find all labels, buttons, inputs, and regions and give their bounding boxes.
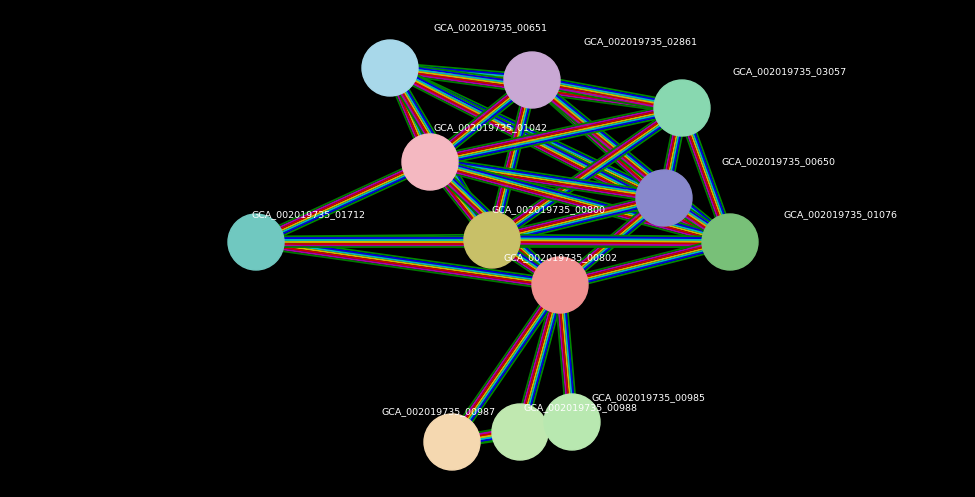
Circle shape [424, 414, 480, 470]
Text: GCA_002019735_00987: GCA_002019735_00987 [381, 408, 495, 416]
Circle shape [544, 394, 600, 450]
Text: GCA_002019735_00650: GCA_002019735_00650 [721, 158, 835, 166]
Circle shape [702, 214, 758, 270]
Circle shape [532, 257, 588, 313]
Circle shape [464, 212, 520, 268]
Circle shape [504, 52, 560, 108]
Text: GCA_002019735_00800: GCA_002019735_00800 [491, 205, 605, 215]
Text: GCA_002019735_00651: GCA_002019735_00651 [433, 23, 547, 32]
Circle shape [402, 134, 458, 190]
Text: GCA_002019735_00988: GCA_002019735_00988 [523, 404, 637, 413]
Text: GCA_002019735_03057: GCA_002019735_03057 [733, 68, 847, 77]
Text: GCA_002019735_01076: GCA_002019735_01076 [783, 211, 897, 220]
Circle shape [228, 214, 284, 270]
Text: GCA_002019735_00985: GCA_002019735_00985 [591, 394, 705, 403]
Text: GCA_002019735_00802: GCA_002019735_00802 [503, 253, 617, 262]
Text: GCA_002019735_01712: GCA_002019735_01712 [251, 211, 365, 220]
Circle shape [654, 80, 710, 136]
Circle shape [492, 404, 548, 460]
Text: GCA_002019735_01042: GCA_002019735_01042 [433, 123, 547, 133]
Text: GCA_002019735_02861: GCA_002019735_02861 [583, 37, 697, 47]
Circle shape [636, 170, 692, 226]
Circle shape [362, 40, 418, 96]
